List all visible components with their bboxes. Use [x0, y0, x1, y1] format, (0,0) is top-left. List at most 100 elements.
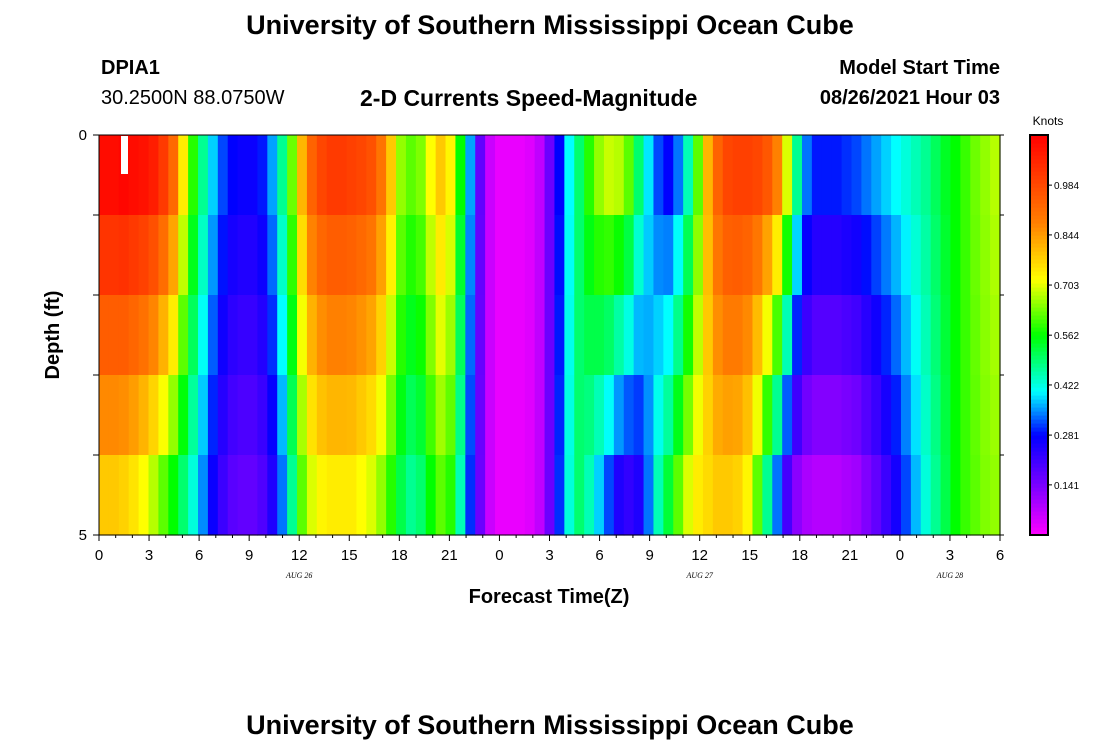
heatmap-cell [851, 295, 862, 376]
heatmap-cell [683, 295, 694, 376]
heatmap-cell [821, 375, 833, 456]
heatmap-cell [920, 135, 932, 216]
colorbar-segment [1030, 235, 1048, 240]
colorbar-segment [1030, 223, 1048, 228]
colorbar-segment [1030, 315, 1048, 320]
heatmap-cell [663, 455, 674, 536]
heatmap-cell [673, 215, 684, 296]
heatmap-cell [108, 135, 120, 216]
heatmap-cell [138, 375, 150, 456]
heatmap-cell [425, 135, 437, 216]
heatmap-cell [168, 455, 179, 536]
heatmap-cell [524, 215, 536, 296]
colorbar-segment [1030, 479, 1048, 484]
heatmap-cell [504, 455, 516, 536]
heatmap-cell [346, 375, 358, 456]
heatmap-cell [920, 455, 932, 536]
x-tick-label: 6 [996, 547, 1004, 564]
heatmap-cell [277, 215, 288, 296]
heatmap-cell [217, 135, 229, 216]
colorbar-segment [1030, 175, 1048, 180]
heatmap-cell [990, 295, 1001, 376]
heatmap-cell [138, 135, 150, 216]
colorbar-segment [1030, 367, 1048, 372]
heatmap-cell [970, 135, 981, 216]
heatmap-cell [465, 135, 476, 216]
heatmap-cell [772, 295, 783, 376]
heatmap-cell [188, 455, 199, 536]
heatmap-cell [128, 375, 140, 456]
heatmap-cell [396, 375, 407, 456]
colorbar-segment [1030, 183, 1048, 188]
colorbar-segment [1030, 507, 1048, 512]
heatmap-cell [336, 375, 348, 456]
heatmap-cell [267, 135, 278, 216]
heatmap-cell [712, 295, 724, 376]
heatmap-cell [128, 135, 140, 216]
heatmap-cell [752, 295, 763, 376]
heatmap-cell [881, 375, 892, 456]
colorbar-segment [1030, 471, 1048, 476]
colorbar-segment [1030, 239, 1048, 244]
heatmap-cell [297, 455, 308, 536]
heatmap-cell [633, 295, 645, 376]
colorbar-segment [1030, 491, 1048, 496]
heatmap-cell [603, 215, 615, 296]
colorbar-segment [1030, 355, 1048, 360]
heatmap-cell [950, 215, 961, 296]
model-start-label: Model Start Time [839, 57, 1000, 79]
heatmap-cell [118, 295, 130, 376]
heatmap-cell [970, 295, 981, 376]
heatmap-cell [603, 375, 615, 456]
heatmap-cell [574, 215, 585, 296]
heatmap-cell [752, 215, 763, 296]
heatmap-cell [831, 215, 843, 296]
heatmap-cell [633, 215, 645, 296]
colorbar-segment [1030, 431, 1048, 436]
heatmap-cell [128, 215, 140, 296]
heatmap-cell [188, 375, 199, 456]
heatmap-cell [277, 375, 288, 456]
colorbar-segment [1030, 503, 1048, 508]
heatmap-cell [663, 135, 674, 216]
heatmap-cell [990, 375, 1001, 456]
heatmap-cell [504, 295, 516, 376]
heatmap-cell [554, 295, 565, 376]
heatmap-cell [306, 455, 318, 536]
y-axis-title: Depth (ft) [42, 291, 64, 380]
heatmap-cell [287, 295, 298, 376]
heatmap-cell [306, 375, 318, 456]
heatmap-cell [148, 135, 160, 216]
heatmap-cell [811, 455, 823, 536]
colorbar-segment [1030, 423, 1048, 428]
heatmap-cell [841, 375, 853, 456]
colorbar-segment [1030, 243, 1048, 248]
heatmap-cell [396, 295, 407, 376]
heatmap-cell [772, 455, 783, 536]
colorbar-segment [1030, 515, 1048, 520]
heatmap-cell [247, 375, 259, 456]
heatmap-cell [148, 215, 160, 296]
heatmap-cell [277, 295, 288, 376]
heatmap-cell [742, 135, 754, 216]
heatmap-cell [386, 455, 397, 536]
heatmap-cell [178, 295, 189, 376]
heatmap-cell [257, 135, 268, 216]
heatmap-cell [287, 135, 298, 216]
x-axis: 0 3 6 9 12 15 18 21 0 3 6 9 12 15 18 21 0 3 6 AUG 26 AUG 27 A… [95, 535, 1004, 580]
colorbar-segment [1030, 219, 1048, 224]
heatmap-cell [158, 295, 169, 376]
missing-data-marker [121, 136, 128, 174]
heatmap-cell [891, 295, 902, 376]
heatmap-cell [475, 375, 486, 456]
heatmap-cell [207, 135, 219, 216]
colorbar-segment [1030, 447, 1048, 452]
heatmap-cell [495, 455, 506, 536]
heatmap-cell [396, 135, 407, 216]
colorbar-segment [1030, 259, 1048, 264]
heatmap-cell [376, 135, 387, 216]
heatmap-cell [970, 215, 981, 296]
x-tick-label: 6 [595, 547, 603, 564]
heatmap-cell [475, 135, 486, 216]
heatmap-cell [386, 215, 397, 296]
